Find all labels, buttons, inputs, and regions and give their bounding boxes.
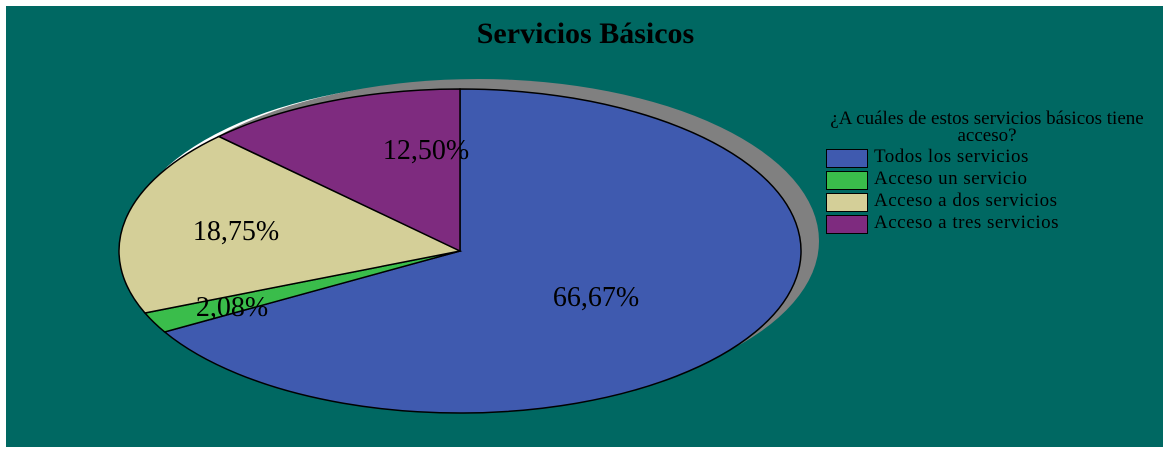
legend-item: Acceso a dos servicios xyxy=(826,192,1148,212)
legend: ¿A cuáles de estos servicios básicos tie… xyxy=(826,110,1148,236)
slice-data-label: 18,75% xyxy=(193,216,279,247)
legend-swatch xyxy=(826,193,868,212)
legend-title: ¿A cuáles de estos servicios básicos tie… xyxy=(826,110,1148,144)
legend-item: Todos los servicios xyxy=(826,148,1148,168)
legend-swatch xyxy=(826,171,868,190)
legend-label: Acceso a dos servicios xyxy=(874,192,1058,209)
legend-item: Acceso un servicio xyxy=(826,170,1148,190)
slice-data-label: 2,08% xyxy=(196,292,268,323)
slice-data-label: 12,50% xyxy=(383,135,469,166)
legend-label: Acceso un servicio xyxy=(874,170,1028,187)
legend-label: Acceso a tres servicios xyxy=(874,214,1059,231)
legend-swatch xyxy=(826,149,868,168)
legend-swatch xyxy=(826,215,868,234)
slice-data-label: 66,67% xyxy=(553,282,639,313)
legend-label: Todos los servicios xyxy=(874,148,1029,165)
legend-item: Acceso a tres servicios xyxy=(826,214,1148,234)
